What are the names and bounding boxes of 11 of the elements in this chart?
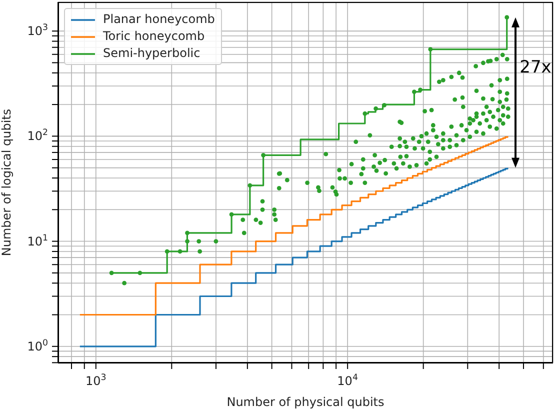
- y-axis-title: Number of logical qubits: [0, 108, 14, 256]
- legend-label: Semi-hyperbolic: [103, 45, 200, 62]
- legend-label: Planar honeycomb: [103, 11, 215, 28]
- annotation: 27x: [520, 58, 552, 78]
- y-tick-label: 10$^{1}$: [27, 233, 48, 248]
- y-tick-label: 10$^{2}$: [27, 128, 48, 144]
- y-tick-label: 10$^{0}$: [27, 338, 48, 354]
- legend-label: Toric honeycomb: [103, 28, 205, 45]
- x-tick-label: 10$^{4}$: [337, 373, 358, 388]
- y-tick-label: 10$^{3}$: [27, 23, 48, 38]
- x-axis-title: Number of physical qubits: [226, 395, 384, 409]
